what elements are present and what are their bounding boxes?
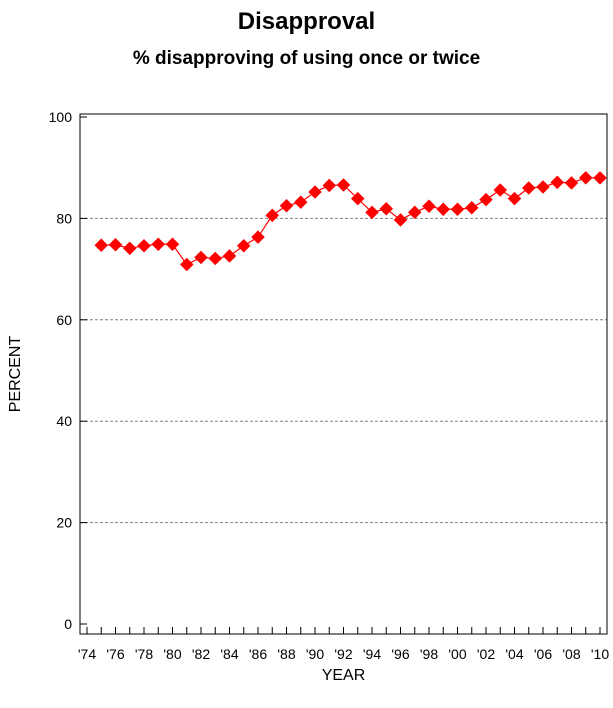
data-point — [422, 199, 436, 214]
x-tick-label: '86 — [249, 646, 267, 662]
x-tick-label: '80 — [163, 646, 181, 662]
x-tick-label: '74 — [78, 646, 96, 662]
data-point — [550, 175, 565, 190]
chart-subtitle: % disapproving of using once or twice — [132, 48, 481, 69]
x-tick-label: '92 — [334, 646, 352, 662]
y-tick-label: 60 — [56, 312, 72, 328]
y-tick-label: 40 — [56, 413, 72, 429]
data-point — [122, 241, 137, 256]
data-point — [194, 250, 208, 265]
x-tick-label: '00 — [448, 646, 466, 662]
x-tick-label: '88 — [277, 646, 295, 662]
data-point — [521, 181, 536, 195]
x-tick-label: '82 — [192, 646, 210, 662]
data-point — [222, 249, 237, 263]
data-point — [165, 237, 180, 252]
y-tick-label: 20 — [56, 515, 72, 531]
x-tick-label: '78 — [135, 646, 153, 662]
x-axis: '74 '76 '78 '80 '82 '84 '86 '88 '90 '92 '94 '96 '98 '… — [78, 627, 609, 662]
x-tick-label: '96 — [391, 646, 409, 662]
data-point — [450, 202, 465, 217]
data-point — [464, 200, 479, 215]
data-point — [479, 192, 493, 207]
data-point — [436, 202, 451, 217]
x-tick-label: '06 — [534, 646, 552, 662]
data-point — [507, 191, 522, 206]
y-tick-label: 0 — [64, 616, 72, 632]
data-point — [336, 178, 351, 192]
data-point — [379, 201, 394, 216]
data-point — [308, 185, 322, 199]
data-point — [407, 205, 422, 220]
data-point — [137, 238, 151, 253]
data-point — [365, 205, 379, 220]
x-tick-label: '08 — [562, 646, 580, 662]
data-point — [236, 238, 251, 253]
y-tick-label: 80 — [56, 210, 72, 226]
y-axis: 0 20 40 60 80 100 — [49, 109, 87, 632]
data-point — [251, 230, 265, 245]
x-axis-label: YEAR — [322, 667, 366, 684]
data-point — [578, 170, 593, 185]
y-tick-label: 100 — [49, 109, 73, 125]
data-point — [108, 237, 123, 252]
x-tick-label: '04 — [505, 646, 523, 662]
data-point — [293, 195, 308, 210]
data-point — [493, 183, 508, 197]
data-point — [151, 237, 166, 252]
data-point — [536, 180, 550, 194]
data-point — [350, 191, 365, 206]
x-tick-label: '76 — [106, 646, 124, 662]
y-axis-label: PERCENT — [7, 336, 24, 413]
data-point — [564, 176, 579, 190]
x-tick-label: '90 — [306, 646, 324, 662]
gridlines — [80, 217, 607, 524]
data-point — [208, 251, 223, 266]
data-point — [593, 170, 607, 185]
data-point — [94, 238, 109, 253]
x-tick-label: '98 — [420, 646, 438, 662]
data-point — [179, 257, 194, 272]
x-tick-label: '02 — [477, 646, 495, 662]
data-point — [279, 198, 294, 213]
data-point — [265, 208, 280, 223]
chart-title: Disapproval — [237, 8, 376, 35]
series-layer — [94, 170, 607, 272]
data-point — [322, 178, 337, 193]
data-point — [393, 213, 408, 227]
x-tick-label: '10 — [591, 646, 609, 662]
x-tick-label: '94 — [363, 646, 381, 662]
x-tick-label: '84 — [220, 646, 238, 662]
